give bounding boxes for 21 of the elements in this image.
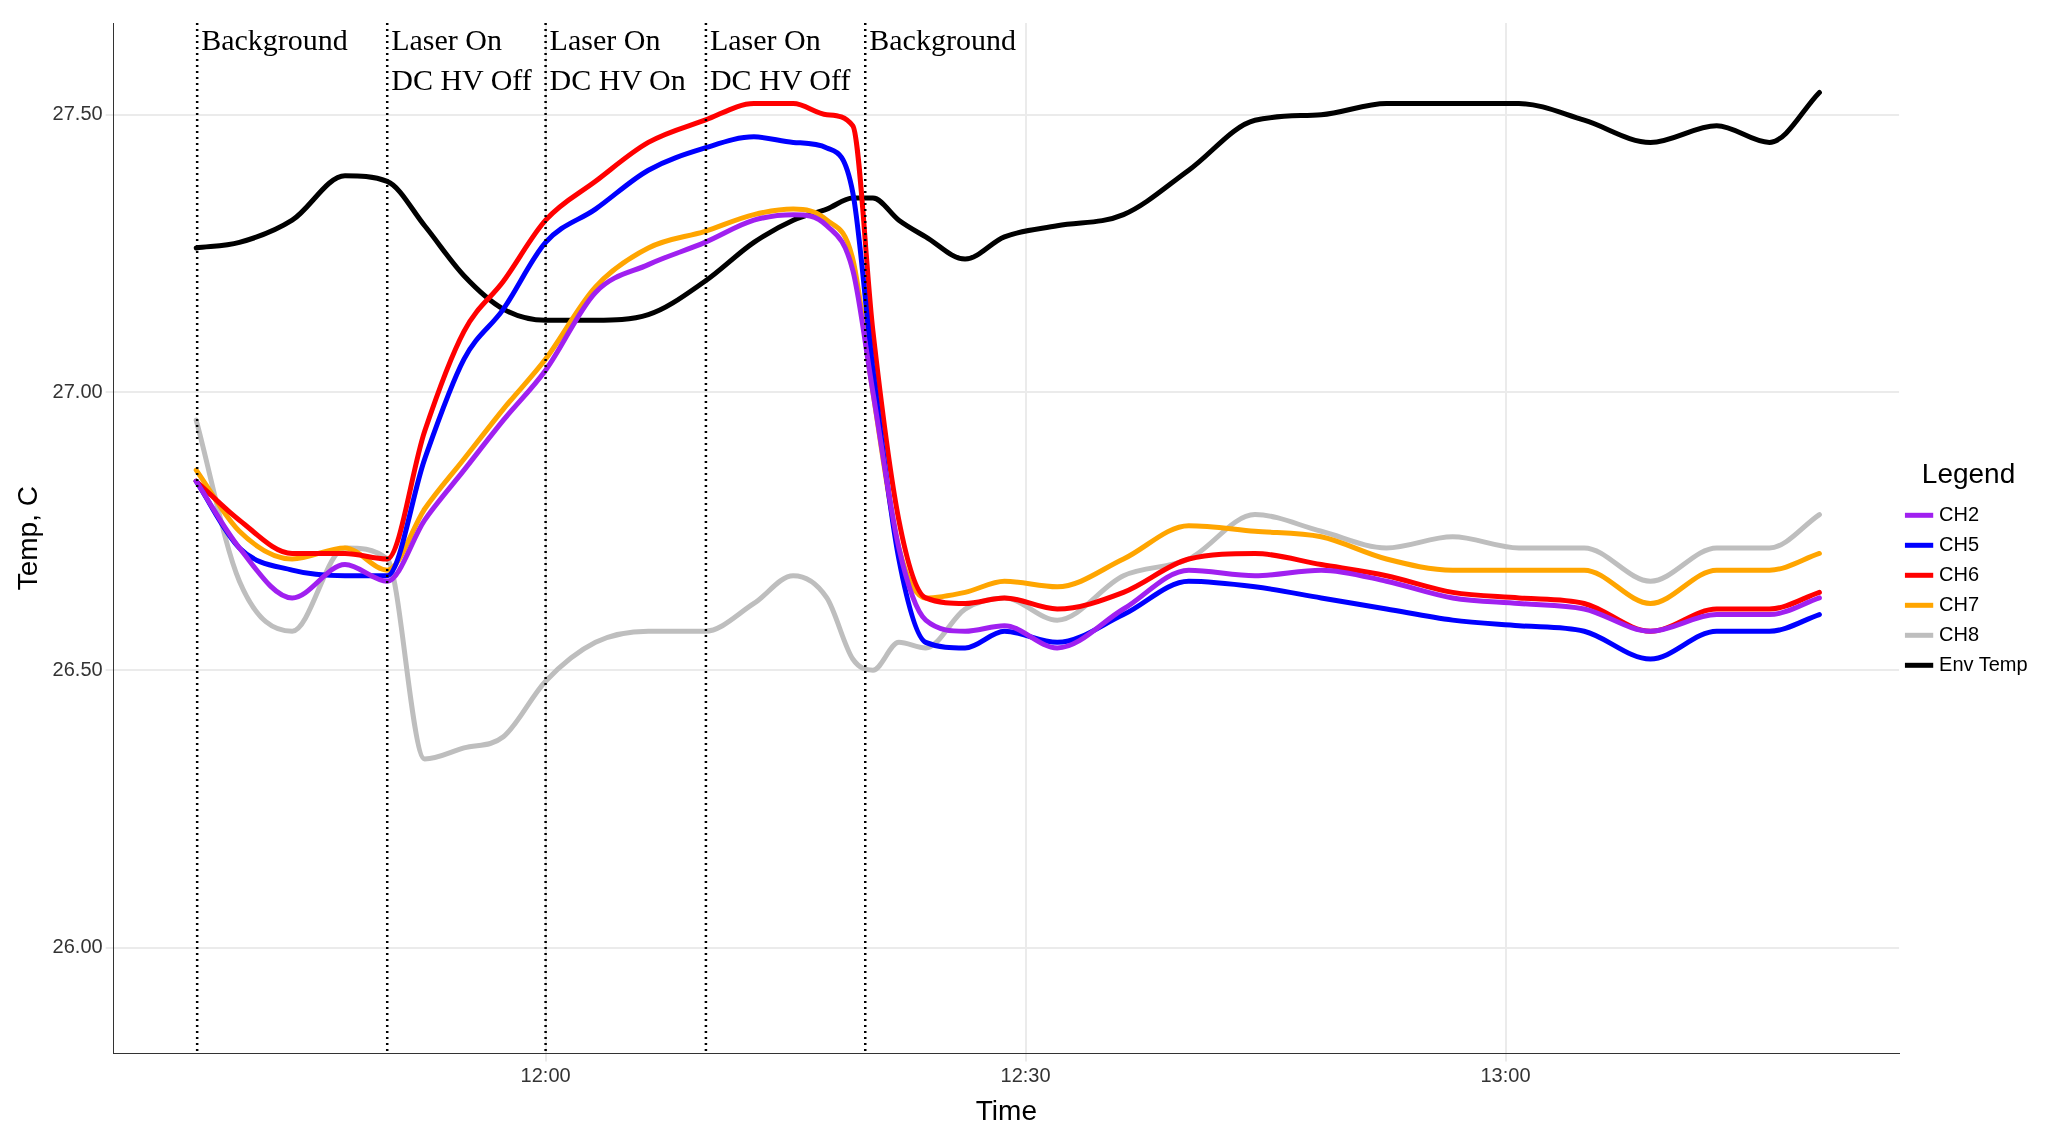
legend-label: CH7 [1939, 592, 1980, 615]
ref-line-label: Laser On DC HV Off [709, 22, 851, 96]
x-tick-label: 12:30 [1000, 1063, 1051, 1086]
legend-label: CH5 [1939, 532, 1980, 555]
legend-title: Legend [1921, 458, 2016, 490]
ref-line-label: Background [201, 22, 348, 56]
legend-label: Env Temp [1939, 652, 2028, 675]
x-tick-label: 12:00 [520, 1063, 571, 1086]
y-tick-label: 27.00 [52, 379, 103, 402]
x-axis-title: Time [975, 1094, 1037, 1126]
x-tick-label: 13:00 [1480, 1063, 1531, 1086]
ref-line-label: Background [869, 22, 1016, 56]
legend-label: CH6 [1939, 562, 1980, 585]
y-tick-label: 26.50 [52, 657, 103, 680]
y-tick-label: 27.50 [52, 102, 103, 125]
ref-line-label: Laser On DC HV On [549, 22, 686, 96]
legend-label: CH8 [1939, 622, 1980, 645]
legend-label: CH2 [1939, 502, 1980, 525]
ref-line-label: Laser On DC HV Off [391, 22, 532, 96]
y-axis-title: Temp, C [11, 486, 43, 591]
y-tick-label: 26.00 [52, 935, 103, 958]
